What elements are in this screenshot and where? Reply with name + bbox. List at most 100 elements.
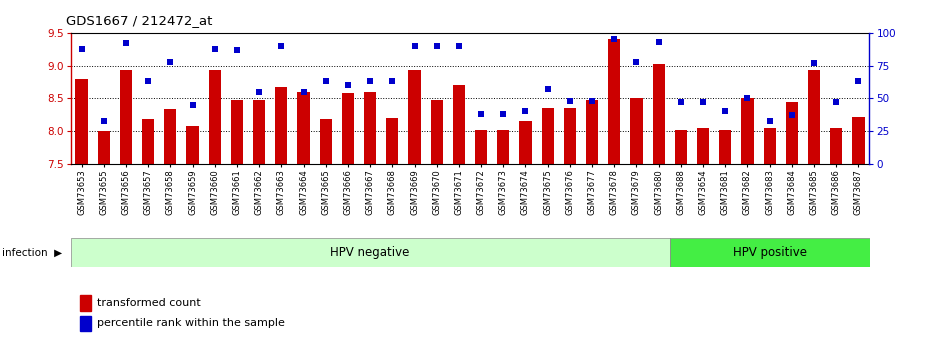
Point — [252, 89, 267, 95]
Text: GSM73657: GSM73657 — [144, 169, 152, 215]
Text: GSM73670: GSM73670 — [432, 169, 441, 215]
Text: GSM73653: GSM73653 — [77, 169, 86, 215]
Bar — [719, 130, 731, 164]
Text: GSM73686: GSM73686 — [832, 169, 840, 215]
Bar — [164, 109, 177, 164]
Bar — [186, 126, 198, 164]
Point — [518, 109, 533, 114]
Point — [74, 46, 89, 51]
Bar — [853, 117, 865, 164]
Bar — [408, 70, 420, 164]
Text: GSM73687: GSM73687 — [854, 169, 863, 215]
Bar — [275, 87, 288, 164]
Bar — [120, 70, 133, 164]
Bar — [342, 93, 354, 164]
Text: GSM73671: GSM73671 — [454, 169, 463, 215]
Bar — [541, 108, 554, 164]
Point — [363, 79, 378, 84]
Point — [384, 79, 400, 84]
Text: GSM73668: GSM73668 — [388, 169, 397, 215]
Text: GSM73660: GSM73660 — [211, 169, 219, 215]
Bar — [453, 85, 465, 164]
Bar — [75, 79, 87, 164]
Point — [274, 43, 289, 49]
Text: GSM73677: GSM73677 — [588, 169, 597, 215]
Bar — [669, 238, 870, 267]
Bar — [786, 102, 798, 164]
Point — [319, 79, 334, 84]
Point — [562, 98, 577, 104]
Bar — [70, 238, 669, 267]
Text: GSM73682: GSM73682 — [743, 169, 752, 215]
Text: GSM73676: GSM73676 — [565, 169, 574, 215]
Bar — [475, 130, 487, 164]
Text: GSM73663: GSM73663 — [277, 169, 286, 215]
Bar — [231, 100, 243, 164]
Text: HPV positive: HPV positive — [732, 246, 807, 259]
Bar — [742, 98, 754, 164]
Text: GSM73654: GSM73654 — [698, 169, 708, 215]
Point — [141, 79, 156, 84]
Text: GDS1667 / 212472_at: GDS1667 / 212472_at — [66, 14, 212, 27]
Point — [673, 99, 688, 105]
Text: GSM73658: GSM73658 — [165, 169, 175, 215]
Text: GSM73667: GSM73667 — [366, 169, 375, 215]
Bar — [520, 121, 532, 164]
Text: GSM73661: GSM73661 — [232, 169, 242, 215]
Point — [651, 39, 666, 45]
Point — [185, 102, 200, 108]
Text: GSM73672: GSM73672 — [477, 169, 486, 215]
Point — [296, 89, 311, 95]
Text: GSM73674: GSM73674 — [521, 169, 530, 215]
Bar — [431, 100, 443, 164]
Bar — [697, 128, 709, 164]
Bar — [830, 128, 842, 164]
Text: GSM73679: GSM73679 — [632, 169, 641, 215]
Bar — [652, 63, 665, 164]
Point — [696, 99, 711, 105]
Point — [718, 109, 733, 114]
Text: GSM73669: GSM73669 — [410, 169, 419, 215]
Text: GSM73666: GSM73666 — [343, 169, 352, 215]
Text: GSM73664: GSM73664 — [299, 169, 308, 215]
Text: GSM73675: GSM73675 — [543, 169, 552, 215]
Point — [96, 118, 111, 124]
Bar — [497, 130, 509, 164]
Bar — [98, 131, 110, 164]
Text: GSM73688: GSM73688 — [677, 169, 685, 215]
Bar — [631, 98, 643, 164]
Bar — [564, 108, 576, 164]
Bar — [320, 119, 332, 164]
Bar — [297, 92, 309, 164]
Bar — [807, 70, 820, 164]
Text: GSM73681: GSM73681 — [721, 169, 729, 215]
Point — [430, 43, 445, 49]
Text: GSM73659: GSM73659 — [188, 169, 197, 215]
Point — [762, 118, 777, 124]
Text: transformed count: transformed count — [97, 298, 200, 308]
Point — [784, 112, 799, 118]
Point — [163, 59, 178, 65]
Text: GSM73673: GSM73673 — [499, 169, 508, 215]
Point — [629, 59, 644, 65]
Point — [585, 98, 600, 104]
Point — [606, 37, 621, 42]
Bar — [763, 128, 776, 164]
Bar — [675, 130, 687, 164]
Point — [540, 86, 556, 92]
Text: GSM73683: GSM73683 — [765, 169, 775, 215]
Text: GSM73662: GSM73662 — [255, 169, 263, 215]
Point — [495, 111, 510, 117]
Bar — [142, 119, 154, 164]
Text: GSM73678: GSM73678 — [610, 169, 619, 215]
Bar — [586, 100, 598, 164]
Point — [851, 79, 866, 84]
Bar — [253, 100, 265, 164]
Bar — [209, 70, 221, 164]
Bar — [386, 118, 399, 164]
Text: GSM73656: GSM73656 — [121, 169, 131, 215]
Point — [740, 96, 755, 101]
Text: GSM73685: GSM73685 — [809, 169, 819, 215]
Point — [340, 82, 355, 88]
Point — [474, 111, 489, 117]
